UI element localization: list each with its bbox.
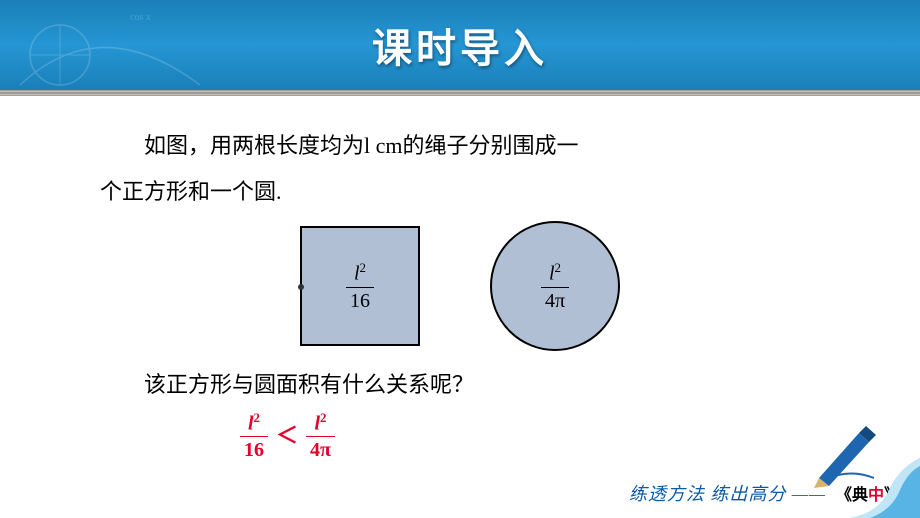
header-decoration: cos x bbox=[0, 0, 260, 90]
circle-area-fraction: l2 4π bbox=[541, 261, 569, 312]
question-text: 该正方形与圆面积有什么关系呢？ bbox=[100, 365, 820, 405]
less-than-symbol: ＜ bbox=[274, 416, 300, 456]
sq-num-sup: 2 bbox=[360, 260, 367, 275]
square-shape: l2 16 bbox=[300, 226, 420, 346]
svg-text:cos x: cos x bbox=[130, 12, 151, 23]
dot-icon bbox=[298, 284, 304, 290]
intro-line-1: 如图，用两根长度均为l cm的绳子分别围成一 bbox=[100, 126, 820, 166]
sq-den: 16 bbox=[346, 290, 374, 312]
fraction-bar bbox=[306, 436, 335, 437]
ci-num-sup: 2 bbox=[555, 260, 562, 275]
page-curl-icon bbox=[830, 458, 920, 518]
ar-sup: 2 bbox=[320, 410, 327, 425]
footer-slogan: 练透方法 练出高分 —— bbox=[629, 480, 826, 506]
al-sup: 2 bbox=[254, 410, 261, 425]
ci-den: 4π bbox=[541, 290, 569, 312]
page-title: 课时导入 bbox=[372, 16, 548, 74]
al-den: 16 bbox=[240, 439, 268, 461]
fraction-bar bbox=[240, 436, 268, 437]
fraction-bar bbox=[346, 287, 374, 288]
square-area-fraction: l2 16 bbox=[346, 261, 374, 312]
answer-left-fraction: l2 16 bbox=[240, 411, 268, 462]
shapes-row: l2 16 l2 4π bbox=[100, 221, 820, 351]
circle-shape: l2 4π bbox=[490, 221, 620, 351]
fraction-bar bbox=[541, 287, 569, 288]
content-area: 如图，用两根长度均为l cm的绳子分别围成一 个正方形和一个圆. l2 16 l… bbox=[0, 96, 920, 461]
ar-den: 4π bbox=[306, 439, 335, 461]
intro-text-1: 如图，用两根长度均为l cm的绳子分别围成一 bbox=[144, 133, 579, 158]
intro-line-2: 个正方形和一个圆. bbox=[100, 172, 820, 212]
answer-inequality: l2 16 ＜ l2 4π bbox=[240, 411, 820, 462]
answer-right-fraction: l2 4π bbox=[306, 411, 335, 462]
header-banner: cos x 课时导入 bbox=[0, 0, 920, 90]
